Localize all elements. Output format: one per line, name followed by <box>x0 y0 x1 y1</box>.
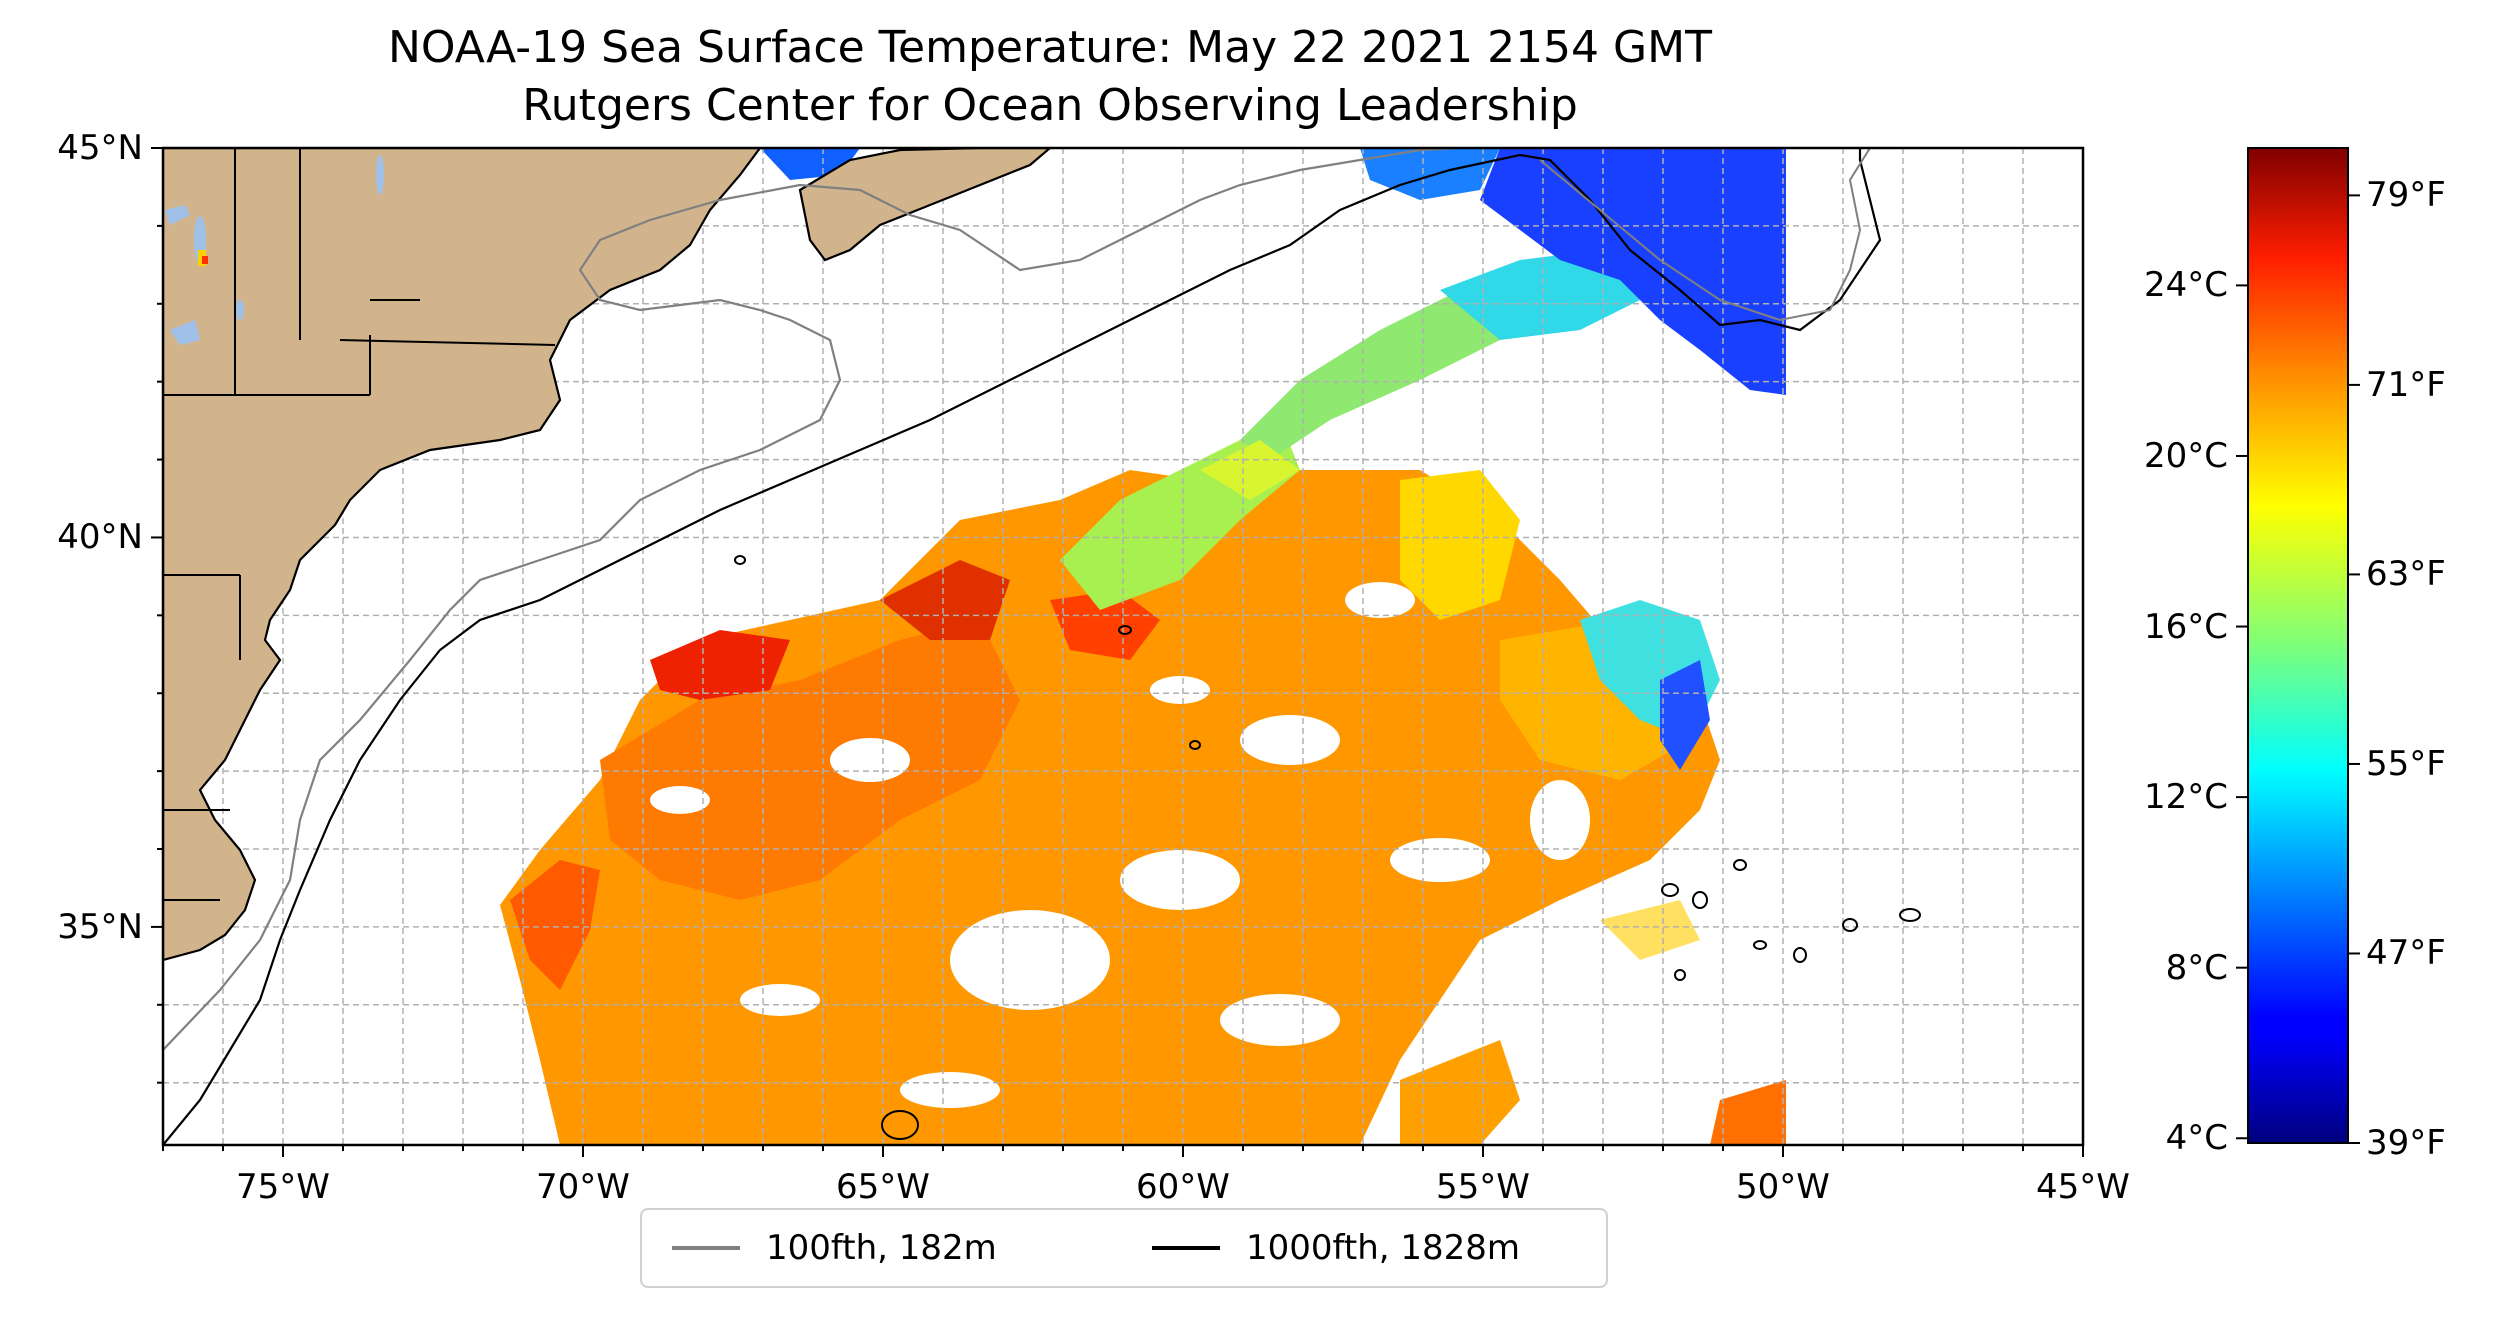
sst-patch-blue-east <box>1660 660 1710 770</box>
sst-patch-deep-orange <box>510 860 600 990</box>
sst-patch-orange-se <box>1710 1080 1786 1145</box>
nova-scotia-land <box>798 148 1052 262</box>
colorbar-fahrenheit-label: 71°F <box>2366 364 2446 405</box>
sst-patch-main-swath <box>500 470 1720 1145</box>
colorbar-fahrenheit-label: 55°F <box>2366 743 2446 784</box>
sst-data-layer <box>500 148 1786 1145</box>
lon-tick-label: 65°W <box>836 1167 930 1207</box>
colorbar-celsius-label: 4°C <box>2165 1118 2228 1159</box>
colorbar-fahrenheit-label: 63°F <box>2366 554 2446 595</box>
colorbar-gradient <box>2248 148 2348 1143</box>
legend-entry-100fth: 100fth, 182m <box>672 1210 997 1286</box>
legend-swatch-100fth <box>672 1246 740 1250</box>
map-legend: 100fth, 182m 1000fth, 1828m <box>640 1208 1608 1288</box>
legend-entry-1000fth: 1000fth, 1828m <box>1152 1210 1520 1286</box>
sst-patch-cyan-north <box>1440 250 1640 340</box>
legend-label-100fth: 100fth, 182m <box>766 1228 997 1268</box>
figure-title: NOAA-19 Sea Surface Temperature: May 22 … <box>388 22 1712 73</box>
colorbar <box>2236 147 2360 1144</box>
figure-subtitle: Rutgers Center for Ocean Observing Leade… <box>522 80 1578 131</box>
legend-label-1000fth: 1000fth, 1828m <box>1246 1228 1521 1268</box>
lat-tick-label: 35°N <box>57 906 143 947</box>
sst-patch-orange-south <box>1400 1040 1520 1145</box>
lat-tick-label: 40°N <box>57 517 143 558</box>
colorbar-frame <box>2247 147 2349 1144</box>
contour-1000fth <box>163 148 1882 1145</box>
colorbar-fahrenheit-label: 47°F <box>2366 933 2446 974</box>
lon-tick-label: 70°W <box>536 1167 630 1207</box>
sst-patch-orange <box>600 620 1020 900</box>
lon-tick-label: 60°W <box>1136 1167 1230 1207</box>
colorbar-celsius-label: 16°C <box>2143 606 2228 647</box>
sst-patch-yellow-green <box>1200 440 1300 500</box>
colorbar-fahrenheit-label: 79°F <box>2366 175 2446 216</box>
land-layer <box>163 148 1052 962</box>
contour-100fth <box>163 148 1461 1051</box>
sst-patch-red-center <box>1050 590 1160 660</box>
colorbar-celsius-label: 24°C <box>2143 265 2228 306</box>
lat-tick-label: 45°N <box>57 128 143 168</box>
bathymetry-contours <box>163 148 1921 1145</box>
lon-tick-label: 50°W <box>1736 1167 1830 1207</box>
sst-patch-red-north <box>880 560 1010 640</box>
sst-patch-yellow-se <box>1600 900 1700 960</box>
lon-tick-label: 55°W <box>1436 1167 1530 1207</box>
lon-tick-label: 45°W <box>2036 1167 2130 1207</box>
sst-patch-yellow-east <box>1400 470 1520 620</box>
legend-swatch-1000fth <box>1152 1246 1220 1250</box>
colorbar-celsius-label: 20°C <box>2143 435 2228 476</box>
map-ticks <box>151 147 2084 1157</box>
map-gridlines <box>163 148 2083 1145</box>
sst-patch-blue-north <box>1480 148 1786 395</box>
us-canada-land <box>163 148 762 962</box>
sst-patch-red-west <box>650 630 790 700</box>
colorbar-fahrenheit-label: 39°F <box>2366 1123 2446 1163</box>
lon-tick-label: 75°W <box>236 1167 330 1207</box>
colorbar-celsius-label: 8°C <box>2165 947 2228 988</box>
colorbar-celsius-label: 12°C <box>2143 777 2228 818</box>
